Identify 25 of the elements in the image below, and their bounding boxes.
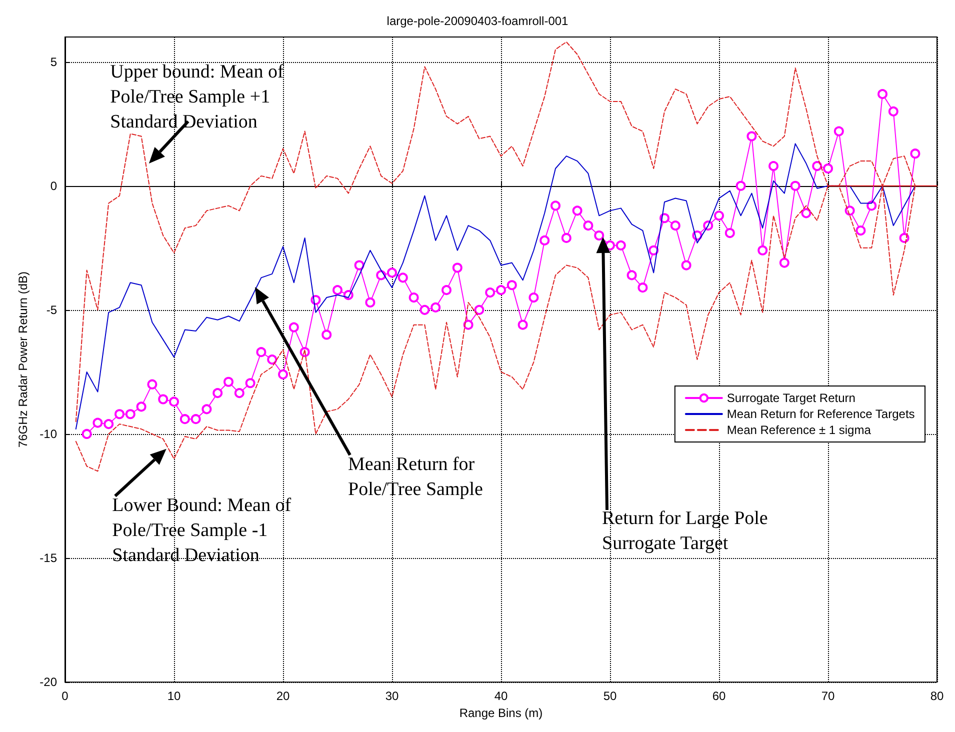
x-tick-label: 50 <box>603 689 617 704</box>
annotation: Mean Return for Pole/Tree Sample <box>348 454 483 500</box>
y-tick-label: -20 <box>40 675 58 690</box>
legend-label: Mean Reference ± 1 sigma <box>726 423 872 437</box>
chart-title: large-pole-20090403-foamroll-001 <box>386 14 569 28</box>
x-tick-label: 0 <box>62 689 69 704</box>
y-tick-label: -5 <box>46 302 58 317</box>
y-tick-label: 0 <box>50 178 58 193</box>
y-tick-label: 5 <box>50 54 58 69</box>
x-tick-label: 60 <box>712 689 726 704</box>
x-tick-label: 80 <box>930 689 944 704</box>
legend-label: Mean Return for Reference Targets <box>726 407 915 421</box>
annotation: Lower Bound: Mean of Pole/Tree Sample -1 Standard Deviation <box>112 495 296 566</box>
x-tick-label: 30 <box>385 689 399 704</box>
x-tick-label: 10 <box>167 689 181 704</box>
y-tick-label: -10 <box>40 426 58 441</box>
annotation: Upper bound: Mean of Pole/Tree Sample +1 Standard Deviation <box>110 61 289 132</box>
legend-label: Surrogate Target Return <box>726 391 856 405</box>
y-tick-label: -15 <box>40 551 58 566</box>
x-tick-label: 40 <box>494 689 508 704</box>
x-axis-title: Range Bins (m) <box>459 706 543 720</box>
x-tick-label: 20 <box>276 689 290 704</box>
annotation: Return for Large Pole Surrogate Target <box>602 508 773 554</box>
y-axis-title: 76GHz Radar Power Return (dB) <box>16 272 30 448</box>
x-tick-label: 70 <box>821 689 835 704</box>
